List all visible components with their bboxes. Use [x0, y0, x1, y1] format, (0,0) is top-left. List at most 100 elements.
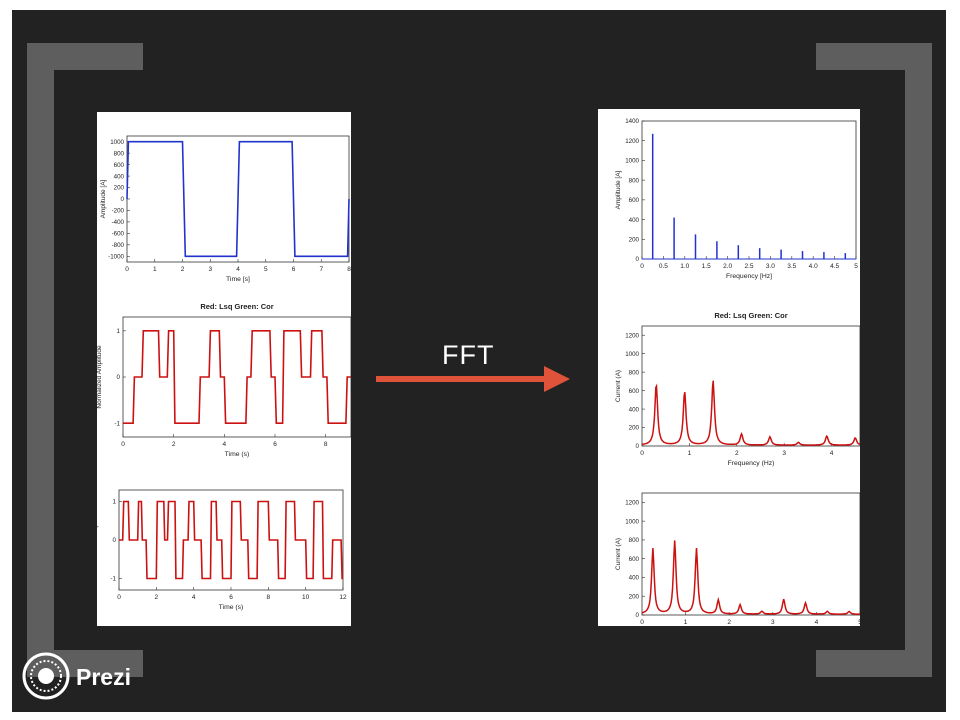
prezi-brand-text: Prezi	[76, 664, 131, 690]
y-tick-label: 1000	[625, 351, 639, 358]
x-tick-label: 5	[858, 619, 860, 626]
x-tick-label: 4	[223, 441, 227, 448]
x-tick-label: 2	[735, 450, 739, 457]
x-tick-label: 8	[324, 441, 328, 448]
y-tick-label: 0	[636, 612, 640, 619]
time-domain-plots: 0 1 2 3 4 5 6 7 810008006004002000-200-400-600-8…	[97, 135, 351, 611]
left-bracket-side	[27, 43, 54, 677]
y-tick-label: 1200	[625, 500, 639, 507]
right-chart-0: 0 0.5 1.0 1.5 2.0 2.5 3.0 3.5 4.0 4.5 5 1400 1200 100…	[615, 118, 858, 280]
x-tick-label: 2	[181, 266, 185, 273]
x-tick-label: 1.0	[680, 263, 689, 270]
y-tick-label: -600	[112, 231, 125, 238]
y-tick-label: -400	[112, 219, 125, 226]
y-tick-label: 800	[629, 177, 640, 184]
x-tick-label: 4	[192, 594, 196, 601]
signal-series-line	[126, 140, 350, 258]
right-bracket-side	[905, 43, 932, 677]
x-tick-label: 2	[172, 441, 176, 448]
x-tick-label: 6	[292, 266, 296, 273]
x-tick-label: 0	[640, 619, 644, 626]
x-tick-label: 4.0	[809, 263, 818, 270]
x-tick-label: 4	[830, 450, 834, 457]
y-tick-label: -1	[110, 576, 116, 583]
signal-series-line	[123, 330, 351, 425]
x-tick-label: 1	[153, 266, 157, 273]
x-tick-label: 2	[727, 619, 731, 626]
chart-title: Red: Lsq Green: Cor	[200, 302, 273, 311]
x-tick-label: 0	[121, 441, 125, 448]
y-axis-label: Amplitude [A]	[615, 170, 622, 209]
y-tick-label: 0	[636, 256, 640, 263]
y-tick-label: 800	[629, 537, 640, 544]
y-tick-label: 600	[629, 197, 640, 204]
x-tick-label: 7	[319, 266, 323, 273]
y-tick-label: 1200	[625, 138, 639, 145]
right-chart-2: 012345120010008006004002000Frequency (Hz…	[615, 492, 860, 626]
x-tick-label: 10	[302, 594, 310, 601]
y-tick-label: 1	[113, 499, 117, 506]
x-tick-label: 0	[117, 594, 121, 601]
x-tick-label: 0	[640, 263, 644, 270]
y-tick-label: 600	[114, 162, 125, 169]
y-tick-label: -200	[112, 208, 125, 215]
x-axis-label: Frequency (Hz)	[728, 460, 775, 467]
x-axis-label: Time (s)	[219, 604, 244, 611]
time-domain-figure: 0 1 2 3 4 5 6 7 8 1000 800 600 400 200 0 -200 -400 -600 -8…	[97, 112, 351, 626]
prezi-logo-icon	[22, 652, 70, 700]
y-tick-label: 1400	[625, 118, 639, 125]
x-tick-label: 3.0	[766, 263, 775, 270]
y-tick-label: 400	[629, 575, 640, 582]
y-axis-label: Current (A)	[615, 538, 622, 570]
x-tick-label: 3.5	[787, 263, 796, 270]
x-tick-label: 1	[684, 619, 688, 626]
slide-canvas: 0 1 2 3 4 5 6 7 8 1000 800 600 400 200 0 -200 -400 -600 -8…	[12, 10, 946, 712]
right-bracket-bottom	[816, 650, 932, 677]
y-tick-label: -800	[112, 242, 125, 249]
x-axis-label: Frequency [Hz]	[726, 273, 772, 280]
x-tick-label: 12	[339, 594, 347, 601]
plot-frame	[641, 120, 857, 260]
y-tick-label: 400	[629, 217, 640, 224]
x-tick-label: 4	[236, 266, 240, 273]
y-tick-label: 1000	[625, 158, 639, 165]
frequency-domain-figure: 0 0.5 1.0 1.5 2.0 2.5 3.0 3.5 4.0 4.5 5 1400 1200 100…	[598, 109, 860, 626]
x-axis-label: Time (s)	[225, 451, 250, 458]
y-tick-label: 200	[629, 593, 640, 600]
plot-frame	[641, 492, 860, 616]
y-axis-label: Normalized Amplitude	[97, 508, 99, 572]
y-tick-label: 0	[121, 196, 125, 203]
y-tick-label: 800	[114, 150, 125, 157]
x-axis-label: Time [s]	[226, 276, 250, 283]
y-axis-label: Amplitude [A]	[100, 179, 107, 218]
y-tick-label: 1200	[625, 332, 639, 339]
y-tick-label: 200	[629, 236, 640, 243]
spectrum-series-line	[641, 540, 860, 615]
plot-frame	[641, 325, 860, 447]
signal-series-line	[119, 500, 343, 580]
x-tick-label: 5	[854, 263, 858, 270]
x-tick-label: 0.5	[659, 263, 668, 270]
right-arrow-icon	[376, 366, 570, 392]
y-tick-label: 400	[629, 406, 640, 413]
y-tick-label: 1	[117, 328, 121, 335]
y-tick-label: 800	[629, 369, 640, 376]
y-tick-label: 1000	[110, 139, 124, 146]
y-tick-label: 0	[117, 374, 121, 381]
fft-label: FFT	[442, 340, 495, 370]
y-tick-label: 0	[113, 537, 117, 544]
x-tick-label: 2	[155, 594, 159, 601]
x-tick-label: 1.5	[702, 263, 711, 270]
x-tick-label: 6	[229, 594, 233, 601]
x-tick-label: 8	[347, 266, 351, 273]
x-tick-label: 3	[208, 266, 212, 273]
y-tick-label: -1	[114, 420, 120, 427]
left-chart-0: 0 1 2 3 4 5 6 7 8 1000 800 600 400 200 0 -200 -400 -600 -8…	[100, 135, 351, 283]
y-axis-label: Current (A)	[615, 370, 622, 402]
y-tick-label: 600	[629, 388, 640, 395]
y-tick-label: 200	[629, 425, 640, 432]
x-tick-label: 6	[273, 441, 277, 448]
x-tick-label: 1	[688, 450, 692, 457]
y-tick-label: 1000	[625, 518, 639, 525]
